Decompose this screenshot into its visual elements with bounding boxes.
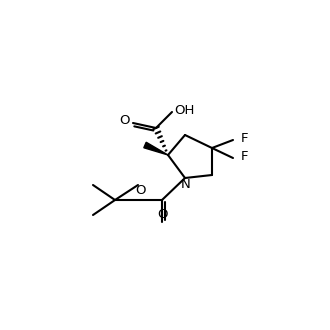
Text: OH: OH [174, 104, 194, 116]
Text: F: F [240, 149, 248, 162]
Text: F: F [240, 131, 248, 145]
Text: N: N [181, 179, 191, 191]
Polygon shape [144, 142, 168, 155]
Text: O: O [135, 184, 145, 197]
Text: O: O [157, 208, 167, 220]
Text: O: O [119, 115, 129, 127]
